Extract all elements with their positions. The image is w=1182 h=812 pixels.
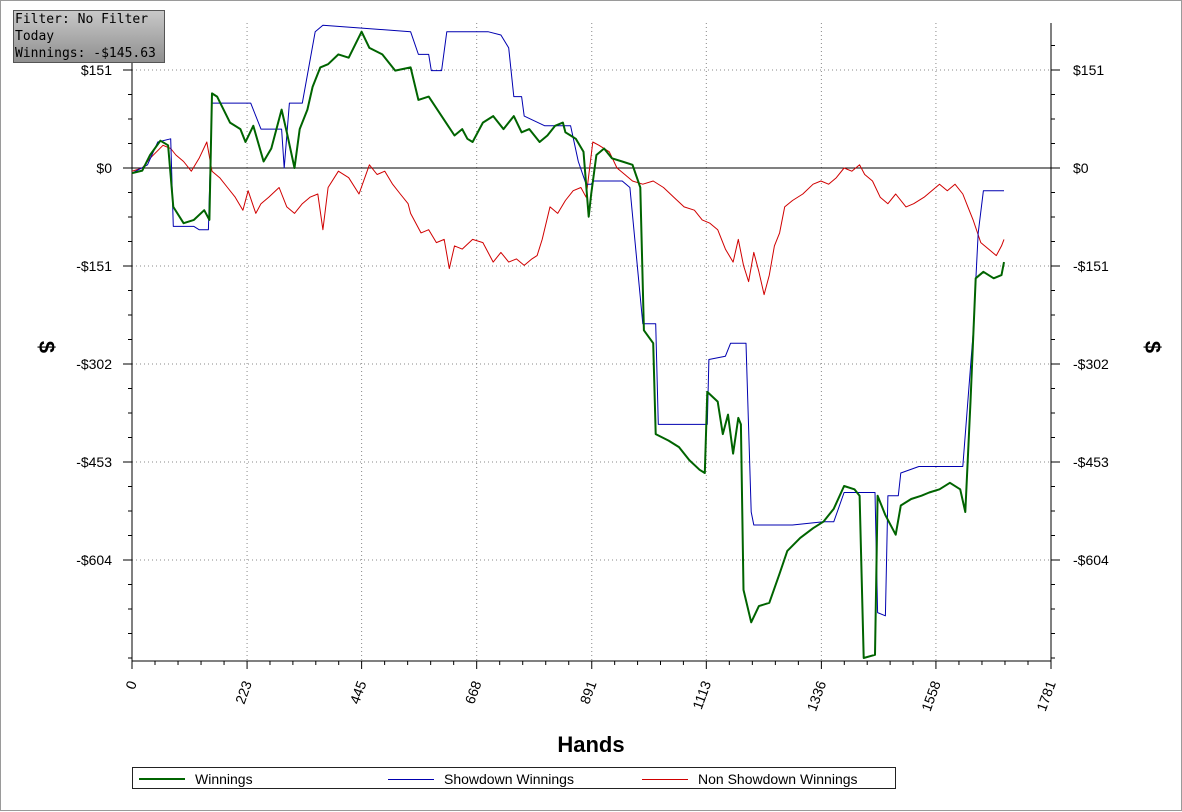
non-showdown-winnings-line: [131, 141, 1005, 296]
filter-info-box: Filter: No Filter Today Winnings: -$145.…: [13, 10, 165, 63]
date-range-label: Today: [15, 29, 55, 44]
y-axis-title-left: $: [34, 341, 59, 353]
winnings-total-label: Winnings: -$145.63: [15, 46, 156, 61]
x-tick-label: 1113: [689, 678, 714, 711]
showdown-winnings-line: [131, 24, 1004, 617]
legend-item-showdown: Showdown Winnings: [388, 770, 574, 788]
axes: 0 223 445 668 891 1113 1336 1558 1781 $151 $151 $0 $…: [76, 23, 1109, 713]
legend-swatch-showdown: [388, 778, 434, 780]
legend-item-non-showdown: Non Showdown Winnings: [642, 770, 858, 788]
x-tick-label: 891: [577, 678, 600, 706]
y-tick-label-left: -$151: [76, 258, 112, 274]
series-layer: [131, 24, 1005, 659]
winnings-line: [131, 30, 1005, 659]
legend-label-showdown: Showdown Winnings: [444, 771, 574, 787]
legend-label-non-showdown: Non Showdown Winnings: [698, 771, 858, 787]
y-tick-label-right: $151: [1073, 62, 1104, 78]
y-tick-label-left: $151: [81, 62, 112, 78]
legend-swatch-non-showdown: [642, 778, 688, 780]
grid: [132, 23, 1051, 661]
y-tick-label-left: -$604: [76, 552, 112, 568]
x-tick-label: 1781: [1033, 678, 1059, 713]
x-tick-label: 445: [346, 678, 369, 706]
y-tick-label-left: $0: [96, 160, 112, 176]
y-tick-label-right: -$604: [1073, 552, 1109, 568]
y-tick-label-right: -$302: [1073, 356, 1109, 372]
legend: Winnings Showdown Winnings Non Showdown …: [132, 767, 896, 789]
x-tick-label: 1336: [804, 678, 830, 713]
x-tick-label: 0: [122, 678, 140, 691]
y-tick-label-left: -$302: [76, 356, 112, 372]
x-tick-label: 223: [232, 678, 255, 706]
y-tick-label-right: -$151: [1073, 258, 1109, 274]
filter-label: Filter: No Filter: [15, 12, 149, 27]
x-tick-label: 1558: [918, 678, 944, 713]
y-axis-title-right: $: [1140, 341, 1165, 353]
legend-label-winnings: Winnings: [195, 771, 253, 787]
y-tick-label-right: $0: [1073, 160, 1089, 176]
legend-item-winnings: Winnings: [139, 770, 253, 788]
y-tick-label-right: -$453: [1073, 454, 1109, 470]
x-tick-label: 668: [461, 678, 484, 706]
y-tick-label-left: -$453: [76, 454, 112, 470]
x-axis-title: Hands: [557, 732, 624, 757]
legend-swatch-winnings: [139, 778, 185, 780]
